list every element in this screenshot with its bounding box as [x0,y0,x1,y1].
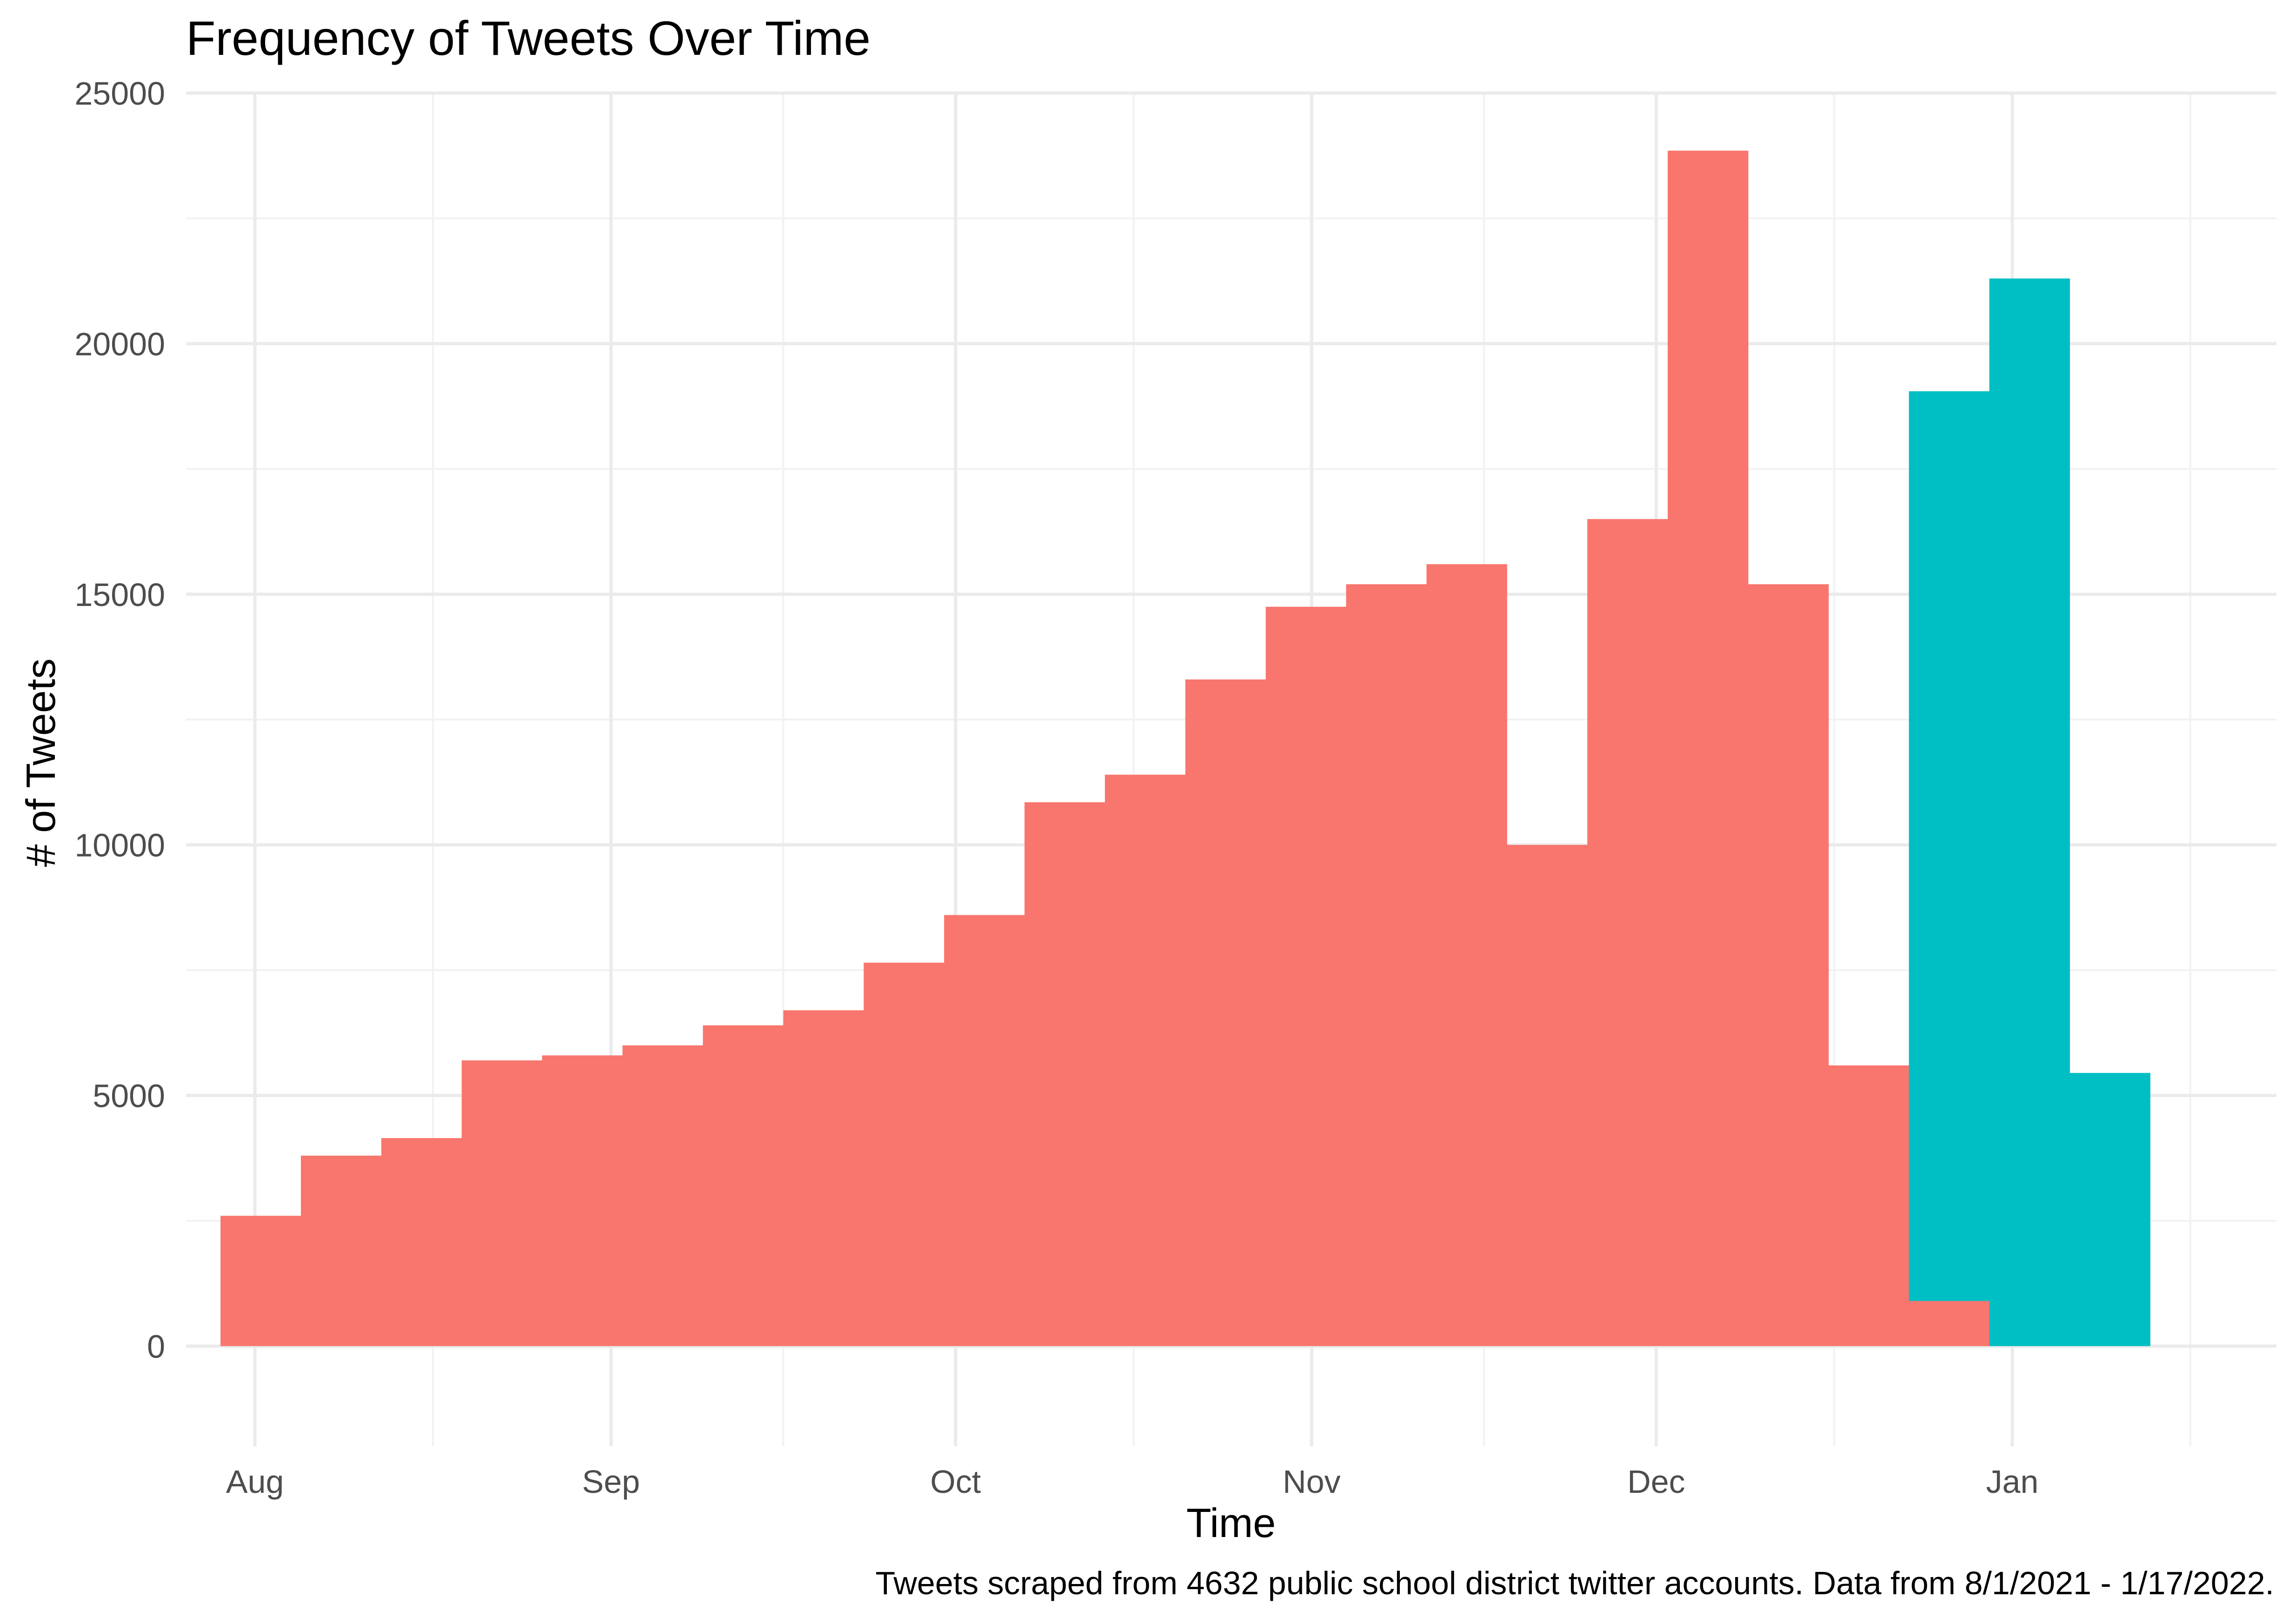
histogram-bar [1024,802,1105,1346]
histogram-bar [381,1138,462,1346]
histogram-bar [944,915,1025,1346]
x-tick-label: Aug [226,1464,284,1500]
y-tick-label: 20000 [74,326,165,362]
histogram-bar [1989,278,2070,1346]
y-axis-ticks: 0 5000 10000 15000 20000 25000 [74,75,165,1364]
histogram-bar [703,1025,784,1346]
histogram-bar [1668,150,1749,1346]
histogram-bar [1748,584,1829,1346]
y-tick-label: 5000 [93,1078,165,1114]
histogram-bar [1105,774,1186,1346]
y-tick-label: 25000 [74,75,165,112]
y-axis-title: # of Tweets [18,659,64,867]
histogram-bar [1185,679,1266,1346]
histogram-bar [1426,564,1507,1346]
x-axis-ticks: Aug Sep Oct Nov Dec Jan [226,1464,2038,1500]
y-tick-label: 15000 [74,577,165,613]
histogram-bar [622,1045,703,1346]
histogram-bar [300,1155,382,1346]
histogram-bar [542,1055,623,1346]
histogram-bar [1909,391,1990,1301]
chart-title: Frequency of Tweets Over Time [186,12,871,66]
histogram-bar [1587,519,1668,1346]
x-tick-label: Dec [1627,1464,1685,1500]
histogram-bar [1909,1301,1990,1346]
x-tick-label: Jan [1986,1464,2039,1500]
y-tick-label: 0 [147,1328,165,1364]
histogram-bar [1346,584,1427,1346]
histogram-bar [864,962,945,1346]
histogram-bar [1507,845,1588,1346]
histogram-bar [1265,606,1346,1346]
y-tick-label: 10000 [74,827,165,864]
histogram-bar [783,1010,864,1346]
chart-caption: Tweets scraped from 4632 public school d… [875,1565,2274,1601]
bars [220,150,2150,1346]
x-tick-label: Nov [1283,1464,1340,1500]
x-tick-label: Sep [582,1464,640,1500]
histogram-bar [461,1060,543,1346]
histogram-bar [2070,1073,2150,1346]
x-axis-title: Time [1186,1500,1276,1546]
histogram-bar [220,1216,301,1346]
histogram-bar [1828,1065,1910,1346]
x-tick-label: Oct [930,1464,981,1500]
